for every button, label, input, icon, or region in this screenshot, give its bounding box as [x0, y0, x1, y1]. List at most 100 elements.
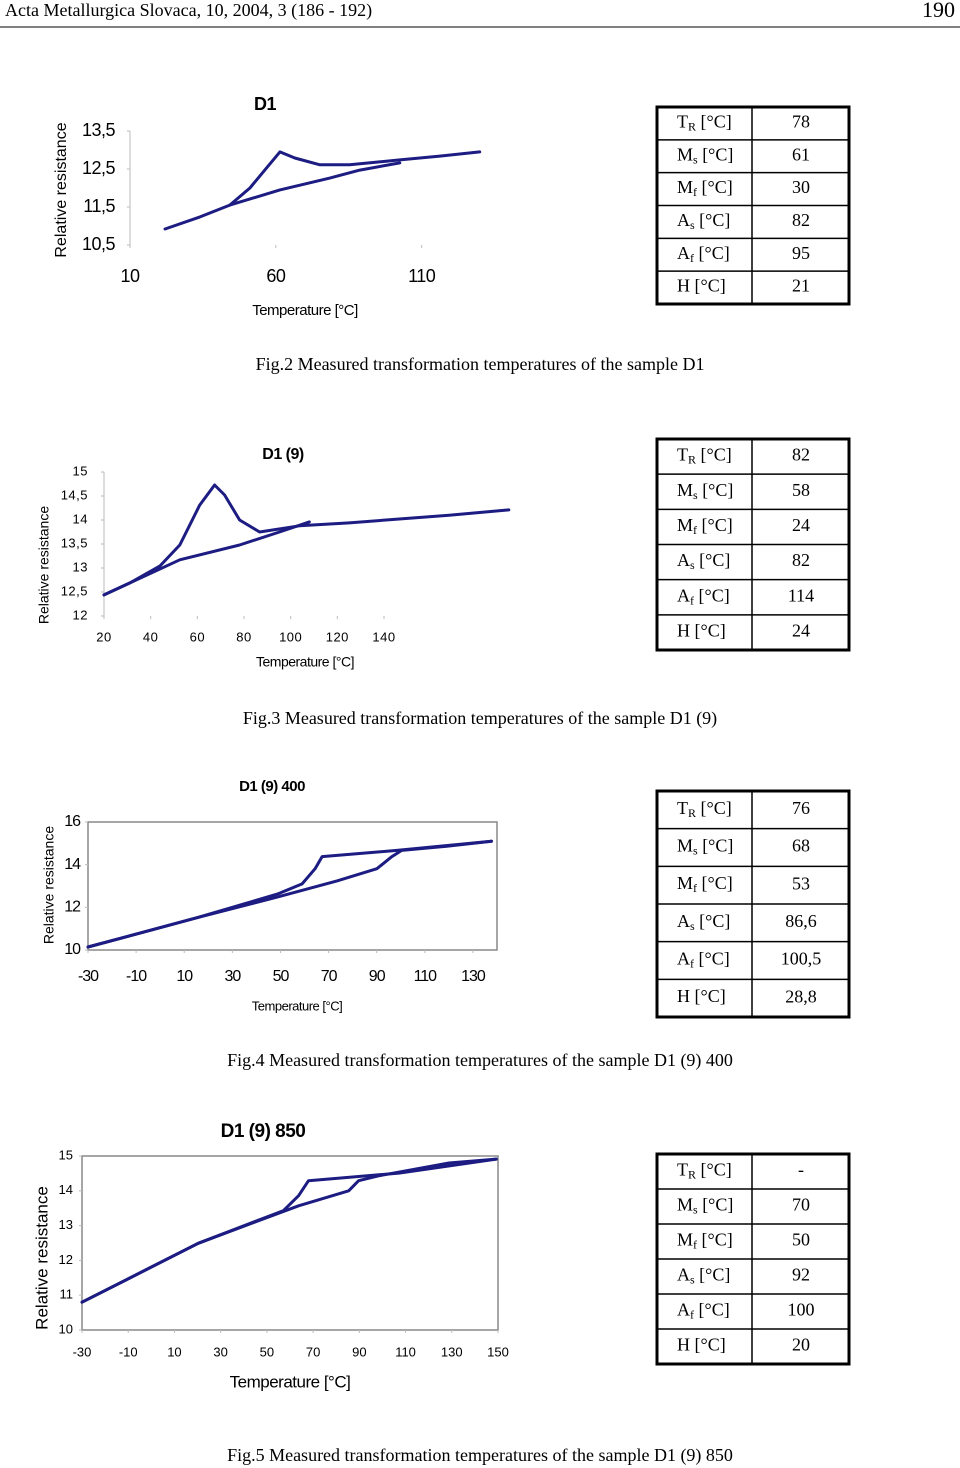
figure-caption: Fig.4 Measured transformation temperatur…: [227, 1050, 733, 1071]
parameter-label: As [°C]: [677, 1265, 730, 1287]
parameter-value: 24: [792, 515, 810, 535]
curve: [228, 161, 402, 207]
y-tick-label: 12,5: [61, 583, 88, 598]
parameter-subscript: f: [690, 956, 694, 970]
parameter-symbol: A: [677, 210, 690, 230]
parameter-unit: [°C]: [694, 243, 730, 263]
figure-caption: Fig.5 Measured transformation temperatur…: [227, 1445, 733, 1466]
x-tick-label: 10: [176, 968, 193, 985]
y-tick-label: 12,5: [82, 158, 116, 178]
y-axis-label: Relative resistance: [41, 826, 57, 944]
x-tick-label: 110: [408, 266, 436, 286]
x-tick-label: 50: [273, 968, 290, 985]
parameter-subscript: s: [693, 843, 698, 857]
y-tick-label: 13: [59, 1217, 73, 1232]
x-tick-label: 60: [266, 266, 286, 286]
parameter-subscript: f: [693, 185, 697, 199]
parameter-subscript: f: [690, 593, 694, 607]
parameter-label: As [°C]: [677, 911, 730, 933]
y-tick-label: 13: [73, 559, 88, 574]
parameter-value: 68: [792, 836, 810, 856]
curve: [163, 150, 482, 231]
x-axis-label: Temperature [°C]: [230, 1372, 351, 1391]
parameter-unit: [°C]: [696, 445, 732, 465]
curve: [80, 1157, 498, 1304]
parameter-symbol: M: [677, 1195, 693, 1215]
parameter-value: 82: [792, 445, 810, 465]
parameter-label: TR [°C]: [677, 798, 732, 820]
chart-title: D1 (9): [262, 446, 304, 463]
parameter-label: Af [°C]: [677, 1300, 730, 1322]
parameter-value: 24: [792, 621, 810, 641]
parameter-unit: [°C]: [697, 873, 733, 893]
plot-frame: [81, 1155, 499, 1331]
parameter-value: 30: [792, 177, 810, 197]
parameter-unit: [°C]: [698, 480, 734, 500]
parameter-label: Mf [°C]: [677, 515, 733, 537]
x-tick-label: 140: [372, 629, 395, 644]
parameter-subscript: s: [693, 152, 698, 166]
parameter-symbol: T: [677, 1160, 688, 1180]
parameter-symbol: A: [677, 243, 690, 263]
y-tick-label: 12: [59, 1252, 73, 1267]
parameter-label: H [°C]: [677, 1335, 726, 1355]
parameter-subscript: f: [693, 881, 697, 895]
y-tick-label: 11,5: [83, 196, 115, 216]
parameter-unit: [°C]: [696, 112, 732, 132]
parameter-label: H [°C]: [677, 276, 726, 296]
parameter-unit: [°C]: [694, 949, 730, 969]
x-tick-label: 100: [279, 629, 302, 644]
parameter-value: 70: [792, 1195, 810, 1215]
parameter-value: 61: [792, 144, 810, 164]
parameter-unit: [°C]: [698, 144, 734, 164]
parameter-symbol: T: [677, 112, 688, 132]
y-axis-label: Relative resistance: [36, 506, 52, 624]
y-tick-label: 14: [73, 511, 88, 526]
parameter-label: TR [°C]: [677, 112, 732, 134]
parameter-subscript: f: [690, 251, 694, 265]
parameter-symbol: M: [677, 480, 693, 500]
parameter-unit: [°C]: [696, 1160, 732, 1180]
chart-title: D1: [254, 94, 276, 114]
parameter-label: H [°C]: [677, 986, 726, 1006]
parameter-unit: [°C]: [697, 177, 733, 197]
parameter-label: Af [°C]: [677, 585, 730, 607]
parameter-unit: [°C]: [694, 1300, 730, 1320]
parameter-unit: [°C]: [690, 1335, 726, 1355]
parameter-unit: [°C]: [697, 1230, 733, 1250]
parameter-label: Mf [°C]: [677, 873, 733, 895]
x-tick-label: 110: [414, 968, 438, 985]
parameter-label: Mf [°C]: [677, 1230, 733, 1252]
curve: [102, 520, 311, 597]
parameter-value: 20: [792, 1335, 810, 1355]
y-tick-label: 10: [59, 1321, 73, 1336]
parameter-unit: [°C]: [698, 836, 734, 856]
x-axis-label: Temperature [°C]: [256, 654, 354, 670]
journal: Acta Metallurgica Slovaca, 10, 2004, 3 (…: [5, 0, 372, 21]
parameter-subscript: f: [690, 1307, 694, 1321]
y-tick-label: 16: [64, 813, 81, 830]
curve: [80, 1157, 498, 1304]
parameter-subscript: s: [693, 488, 698, 502]
parameter-value: 114: [788, 585, 814, 605]
parameter-label: Ms [°C]: [677, 480, 733, 502]
parameter-subscript: f: [693, 523, 697, 537]
x-tick-label: 60: [190, 629, 205, 644]
x-tick-label: -10: [119, 1344, 138, 1359]
parameter-symbol: H: [677, 986, 690, 1006]
parameter-symbol: H: [677, 621, 690, 641]
x-tick-label: 70: [306, 1344, 320, 1359]
x-tick-label: -10: [126, 968, 147, 985]
y-tick-label: 12: [64, 899, 81, 916]
parameter-label: TR [°C]: [677, 1160, 732, 1182]
x-axis-label: Temperature [°C]: [252, 998, 342, 1013]
parameter-label: As [°C]: [677, 550, 730, 572]
x-tick-label: 110: [395, 1344, 416, 1359]
parameter-value: 82: [792, 550, 810, 570]
x-tick-label: 10: [120, 266, 140, 286]
parameter-subscript: R: [688, 119, 696, 133]
x-tick-label: 50: [260, 1344, 274, 1359]
x-tick-label: 150: [487, 1344, 509, 1359]
parameter-value: 100,5: [781, 949, 822, 969]
parameter-unit: [°C]: [695, 210, 731, 230]
